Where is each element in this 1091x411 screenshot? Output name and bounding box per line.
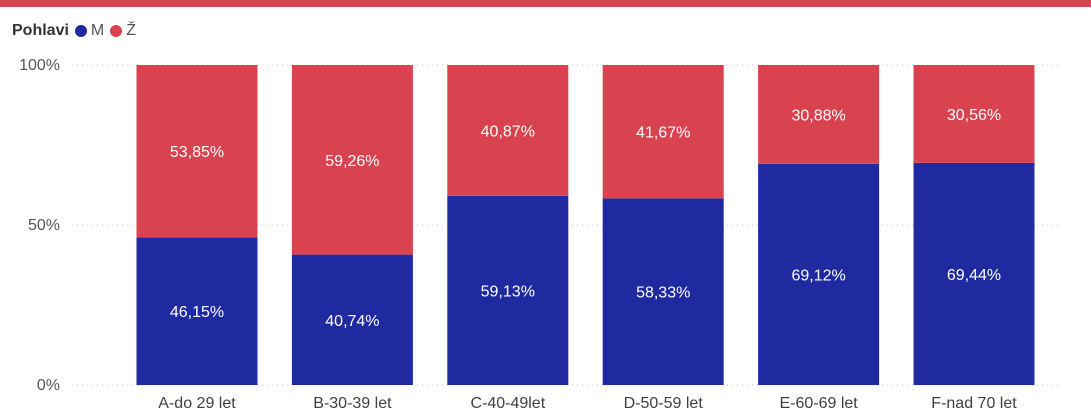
data-label: 40,87% [481,123,535,140]
header-bar [0,0,1091,7]
x-category-label: B-30-39 let [313,395,392,411]
legend-label-z: Ž [126,22,137,39]
legend-item-m[interactable]: M [74,22,105,40]
bar-segment[interactable] [136,237,258,385]
data-label: 69,12% [791,267,845,284]
y-tick-label: 100% [19,57,60,74]
x-category-label: E-60-69 let [779,395,858,411]
bar-segment[interactable] [291,254,413,385]
y-tick-label: 50% [28,217,60,234]
data-label: 58,33% [636,285,690,302]
data-label: 46,15% [170,304,224,321]
x-category-label: D-50-59 let [624,395,704,411]
legend-dot-z-icon [110,25,123,37]
bar-segment[interactable] [913,162,1035,385]
x-category-label: C-40-49let [470,395,545,411]
bar-segment[interactable] [758,65,880,164]
legend: Pohlavi M Ž [12,20,142,42]
data-label: 59,26% [325,153,379,170]
legend-label-m: M [90,22,105,39]
legend-dot-m-icon [74,25,87,37]
data-label: 30,88% [791,107,845,124]
bar-segment[interactable] [136,65,258,238]
x-category-label: A-do 29 let [158,395,236,411]
data-label: 41,67% [636,125,690,142]
data-label: 59,13% [481,283,535,300]
bar-segment[interactable] [291,65,413,255]
bar-segment[interactable] [913,65,1035,163]
y-tick-label: 0% [37,377,60,394]
data-label: 53,85% [170,144,224,161]
data-label: 69,44% [947,267,1001,284]
bar-segment[interactable] [447,195,569,385]
bar-segment[interactable] [447,65,569,196]
x-category-label: F-nad 70 let [931,395,1017,411]
legend-item-z[interactable]: Ž [110,22,136,40]
bar-segment[interactable] [602,65,724,199]
bar-segment[interactable] [758,163,880,385]
data-label: 40,74% [325,313,379,330]
data-label: 30,56% [947,107,1001,124]
legend-title: Pohlavi [12,22,69,39]
bar-segment[interactable] [602,198,724,385]
